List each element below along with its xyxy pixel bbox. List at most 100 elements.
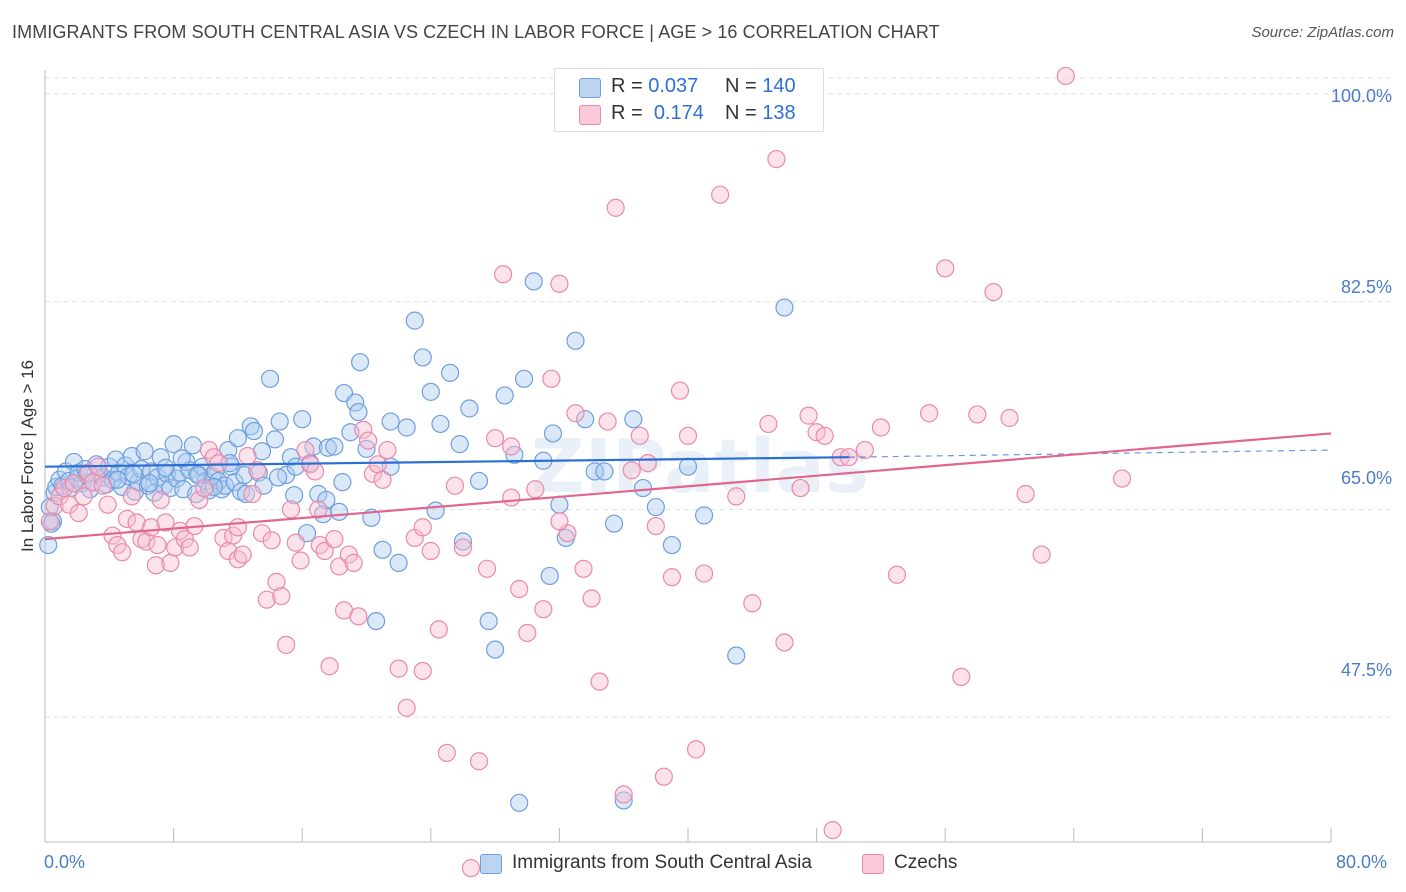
data-point-pink bbox=[113, 543, 132, 562]
data-point-pink bbox=[1032, 545, 1051, 564]
data-point-pink bbox=[920, 404, 939, 423]
data-point-pink bbox=[775, 633, 794, 652]
data-point-blue bbox=[614, 791, 633, 810]
data-point-pink bbox=[646, 516, 665, 536]
y-tick-label: 47.5% bbox=[1340, 660, 1392, 680]
data-point-blue bbox=[678, 457, 698, 476]
data-point-pink bbox=[137, 532, 156, 551]
data-point-blue bbox=[566, 331, 585, 350]
data-point-blue bbox=[373, 540, 392, 559]
data-point-pink bbox=[146, 556, 166, 575]
data-point-blue bbox=[228, 429, 247, 448]
legend-r-label: R = bbox=[611, 102, 643, 124]
data-point-blue bbox=[540, 566, 559, 586]
data-point-pink bbox=[518, 623, 537, 643]
data-point-blue bbox=[333, 473, 352, 492]
data-point-blue bbox=[595, 462, 614, 481]
data-point-blue bbox=[135, 442, 154, 461]
data-point-pink bbox=[243, 484, 262, 504]
data-point-pink bbox=[315, 541, 334, 561]
bottom-legend-item-blue: Immigrants from South Central Asia bbox=[480, 852, 812, 874]
data-point-pink bbox=[526, 480, 545, 499]
data-point-pink bbox=[156, 513, 175, 532]
data-point-blue bbox=[281, 448, 301, 467]
data-point-blue bbox=[389, 553, 408, 572]
data-point-pink bbox=[494, 265, 513, 284]
data-point-pink bbox=[823, 821, 842, 840]
data-point-pink bbox=[233, 545, 252, 564]
data-point-pink bbox=[64, 474, 84, 493]
data-point-pink bbox=[1000, 408, 1019, 428]
data-point-pink bbox=[248, 461, 267, 480]
data-point-pink bbox=[550, 274, 569, 293]
data-point-blue bbox=[164, 435, 183, 454]
data-point-pink bbox=[477, 559, 497, 578]
data-point-blue bbox=[346, 393, 365, 412]
data-point-blue bbox=[39, 535, 58, 555]
data-point-pink bbox=[486, 429, 505, 448]
data-point-pink bbox=[678, 426, 698, 445]
data-point-pink bbox=[122, 487, 141, 506]
data-point-blue bbox=[510, 793, 529, 812]
data-point-pink bbox=[421, 541, 440, 561]
data-point-pink bbox=[277, 635, 296, 654]
data-point-pink bbox=[252, 524, 272, 543]
legend-r-label: R = bbox=[611, 75, 643, 97]
data-point-pink bbox=[743, 594, 762, 613]
data-point-blue bbox=[469, 471, 489, 491]
y-tick-label: 100.0% bbox=[1330, 86, 1392, 106]
data-point-blue bbox=[397, 418, 416, 437]
data-point-pink bbox=[550, 512, 569, 531]
data-point-blue bbox=[624, 410, 643, 429]
data-point-pink bbox=[98, 495, 117, 514]
data-point-blue bbox=[225, 473, 244, 492]
data-point-blue bbox=[550, 495, 569, 514]
trend-line-blue-extension bbox=[848, 449, 1332, 458]
data-point-pink bbox=[349, 607, 368, 626]
legend-n-value: 140 bbox=[762, 75, 796, 97]
data-point-pink bbox=[103, 526, 122, 545]
data-point-blue bbox=[260, 369, 280, 388]
bottom-legend-swatch-blue bbox=[480, 854, 502, 874]
data-point-pink bbox=[195, 478, 214, 498]
data-point-blue bbox=[349, 402, 368, 422]
y-tick-label: 65.0% bbox=[1340, 468, 1392, 488]
data-point-pink bbox=[228, 518, 247, 537]
data-point-pink bbox=[534, 600, 553, 619]
data-point-blue bbox=[604, 514, 624, 533]
trend-line-blue bbox=[44, 456, 849, 468]
data-point-blue bbox=[646, 497, 665, 517]
data-point-pink bbox=[606, 198, 625, 217]
data-point-pink bbox=[727, 487, 746, 506]
data-point-blue bbox=[268, 468, 288, 487]
data-point-pink bbox=[968, 405, 987, 424]
trend-line-pink bbox=[44, 432, 1332, 541]
data-point-pink bbox=[614, 785, 633, 804]
data-point-pink bbox=[354, 420, 373, 439]
data-point-pink bbox=[190, 490, 209, 510]
data-point-pink bbox=[469, 752, 489, 771]
data-point-blue bbox=[172, 449, 191, 468]
data-point-blue bbox=[325, 437, 344, 456]
data-point-blue bbox=[775, 298, 794, 317]
data-point-pink bbox=[445, 476, 465, 495]
data-point-blue bbox=[124, 464, 143, 483]
data-point-pink bbox=[320, 657, 339, 676]
data-point-pink bbox=[359, 431, 378, 450]
data-point-pink bbox=[148, 535, 167, 555]
data-point-blue bbox=[421, 382, 440, 401]
data-point-blue bbox=[265, 430, 284, 449]
data-point-blue bbox=[450, 435, 469, 454]
data-point-pink bbox=[510, 579, 529, 599]
data-point-blue bbox=[109, 463, 129, 482]
data-point-pink bbox=[117, 509, 137, 529]
data-point-pink bbox=[397, 698, 416, 717]
data-point-pink bbox=[344, 553, 363, 572]
data-point-pink bbox=[389, 659, 408, 678]
data-point-blue bbox=[576, 410, 595, 429]
data-point-pink bbox=[79, 463, 98, 482]
data-point-pink bbox=[799, 406, 818, 425]
correlation-legend: R = 0.037 N = 140 R = 0.174 N = 138 bbox=[554, 68, 824, 132]
data-point-pink bbox=[952, 667, 971, 687]
